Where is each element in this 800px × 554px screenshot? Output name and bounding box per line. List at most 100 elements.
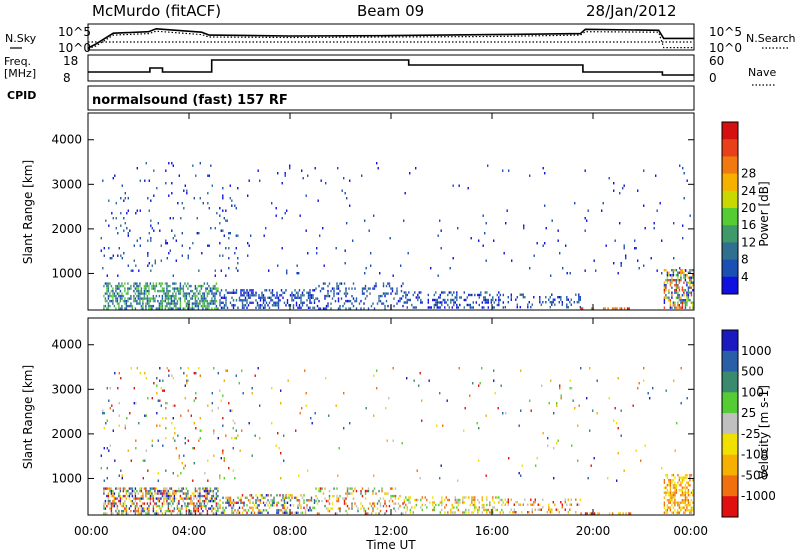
cell-8 [634, 239, 636, 242]
cell-3 [454, 501, 456, 504]
cell-2 [364, 497, 367, 500]
cell-0 [169, 297, 171, 300]
cell-4 [576, 503, 578, 506]
cell-7 [186, 379, 188, 382]
cell-0 [115, 294, 117, 298]
cell-8 [476, 422, 478, 425]
cell-7 [142, 459, 144, 462]
cell-8 [580, 367, 582, 370]
cell-0 [136, 294, 138, 298]
cell-0 [115, 509, 117, 513]
cell-0 [185, 497, 188, 500]
cell-3 [447, 498, 449, 502]
power-y-axis-label: Slant Range [km] [21, 160, 35, 264]
cell-3 [451, 293, 453, 297]
cell-2 [354, 299, 356, 303]
cell-1 [244, 509, 247, 512]
cell-1 [280, 509, 283, 512]
cell-6 [678, 489, 681, 492]
cell-1 [267, 504, 269, 507]
cell-3 [481, 306, 483, 309]
cell-2 [373, 504, 376, 508]
cell-7 [195, 427, 197, 430]
cell-0 [182, 292, 185, 295]
cell-3 [483, 508, 485, 512]
cell-0 [199, 497, 201, 500]
cell-0 [197, 509, 200, 513]
cell-0 [182, 492, 185, 495]
cell-1 [240, 501, 242, 504]
cell-8 [373, 374, 375, 377]
cell-6 [671, 276, 673, 279]
cell-4 [578, 301, 580, 304]
cell-1 [240, 299, 242, 302]
cell-2 [352, 282, 355, 285]
cell-6 [674, 304, 676, 307]
cell-1 [280, 504, 283, 507]
cell-2 [328, 489, 331, 493]
cell-0 [134, 292, 137, 295]
cell-7 [139, 179, 141, 182]
cell-6 [672, 496, 675, 499]
cell-8 [617, 272, 619, 275]
cell-0 [206, 294, 209, 298]
cell-2 [337, 507, 340, 510]
nsky-left-tick-top: 10^5 [58, 25, 91, 39]
cell-2 [331, 502, 334, 505]
cell-0 [206, 489, 209, 493]
cell-0 [170, 512, 173, 515]
cell-2 [378, 499, 380, 503]
cell-0 [122, 284, 125, 288]
cell-0 [157, 497, 159, 500]
cell-2 [372, 302, 374, 305]
cell-7 [118, 402, 120, 405]
cell-7 [139, 372, 141, 375]
cell-0 [208, 304, 210, 308]
cell-1 [259, 501, 262, 504]
cell-6 [683, 271, 685, 274]
cell-3 [433, 306, 435, 309]
cell-0 [133, 497, 135, 500]
cell-8 [683, 197, 685, 200]
cell-1 [232, 304, 235, 307]
cell-0 [190, 497, 192, 500]
cell-0 [173, 489, 176, 493]
cell-8 [287, 379, 289, 382]
cell-6 [692, 501, 694, 504]
cell-3 [478, 303, 480, 307]
cell-0 [172, 502, 174, 505]
cell-1 [267, 296, 269, 299]
cell-6 [687, 509, 690, 512]
cell-6 [686, 509, 688, 512]
cell-6 [668, 501, 670, 504]
cell-1 [249, 506, 251, 509]
cell-7 [222, 417, 224, 420]
cell-7 [156, 424, 158, 427]
cell-0 [199, 292, 201, 295]
cell-8 [487, 164, 489, 167]
cell-3 [435, 303, 437, 307]
cell-3 [480, 293, 482, 297]
cell-4 [578, 298, 580, 301]
cell-7 [235, 207, 237, 210]
cell-0 [136, 509, 138, 513]
cell-3 [466, 296, 468, 299]
cell-4 [548, 503, 550, 506]
cell-0 [199, 284, 201, 288]
cell-7 [220, 269, 222, 272]
cell-6 [666, 511, 669, 514]
cell-8 [275, 214, 277, 217]
cell-3 [414, 291, 416, 294]
cell-1 [244, 496, 247, 499]
cell-8 [547, 437, 549, 440]
cell-8 [343, 427, 345, 430]
cell-0 [185, 487, 188, 490]
cell-7 [232, 427, 234, 430]
cell-2 [397, 507, 400, 510]
cell-2 [355, 299, 358, 303]
cell-7 [115, 227, 117, 230]
cell-0 [160, 307, 162, 310]
cell-1 [295, 499, 298, 502]
cell-7 [219, 207, 221, 210]
cell-6 [684, 274, 687, 277]
